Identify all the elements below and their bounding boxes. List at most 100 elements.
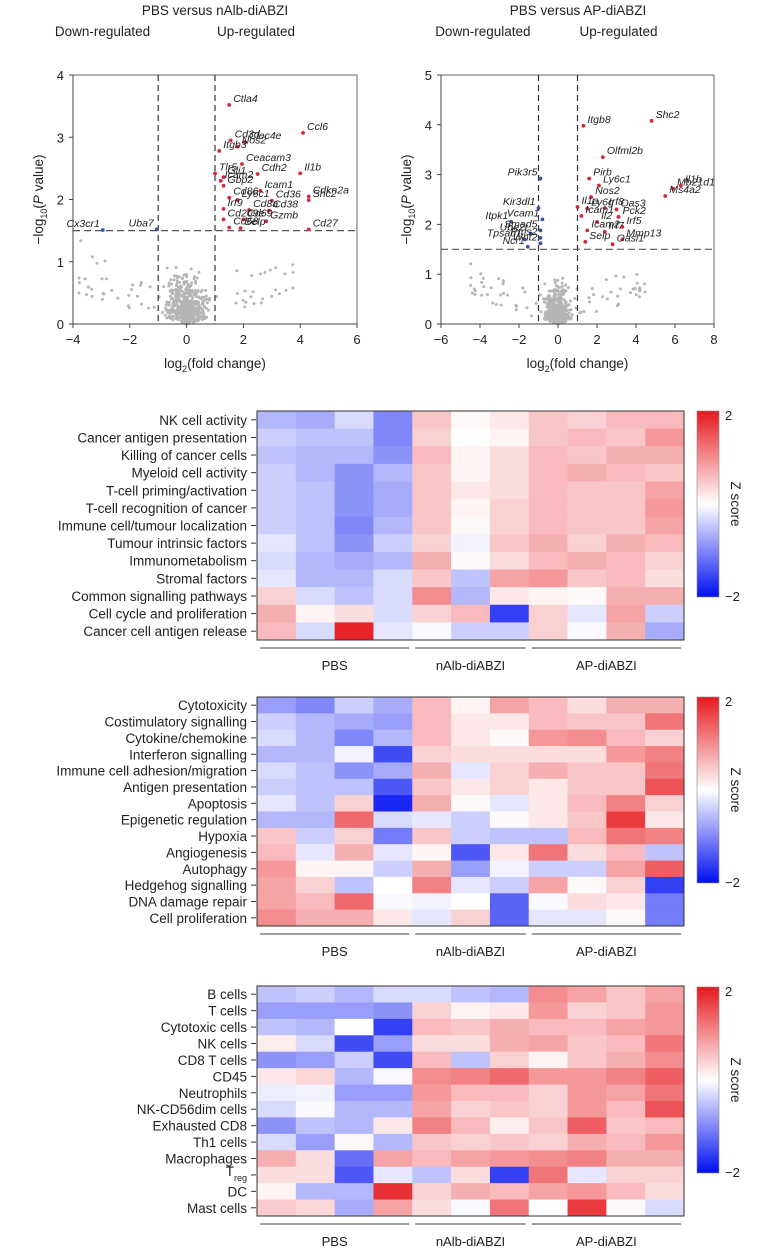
ns-point <box>604 278 608 282</box>
heatmap-cell <box>257 909 297 927</box>
ns-point <box>165 266 169 270</box>
ns-point <box>204 294 208 298</box>
heatmap-cell <box>606 713 646 731</box>
heatmap-cell <box>257 534 297 553</box>
ns-point <box>564 283 568 287</box>
ns-point <box>234 301 238 305</box>
heatmap-cell <box>451 778 491 796</box>
ns-point <box>203 316 207 320</box>
ns-point <box>291 263 295 267</box>
heatmap-cell <box>606 569 646 588</box>
heatmap-cell <box>489 516 530 535</box>
heatmap-cell <box>257 746 297 763</box>
heatmap-cell <box>257 811 297 829</box>
heatmap-cell <box>606 762 646 780</box>
heatmap-cell <box>567 746 607 763</box>
heatmap-cell <box>412 1035 452 1053</box>
heatmap-cell <box>567 1150 607 1168</box>
heatmap-cell <box>645 587 685 606</box>
ns-point <box>169 310 173 314</box>
ns-point <box>100 277 104 281</box>
heatmap-cell <box>373 1166 413 1184</box>
ns-point <box>244 300 248 304</box>
ns-point <box>200 301 204 305</box>
ns-point <box>103 259 107 263</box>
heatmap-cell <box>451 1068 491 1085</box>
gene-point-icam1 <box>258 188 263 193</box>
heatmap-cell <box>606 446 646 465</box>
heatmap-cell <box>373 587 413 606</box>
heatmap-cell <box>412 876 452 894</box>
ns-point <box>263 270 267 274</box>
heatmap-cell <box>528 827 568 845</box>
ns-point <box>546 313 550 317</box>
heatmap-cell <box>373 446 413 465</box>
heatmap-cell <box>451 893 491 911</box>
heatmap-cell <box>606 463 646 482</box>
gene-label: Clec4e <box>249 130 282 142</box>
heatmap-cell <box>334 860 374 878</box>
heatmap-cell <box>451 844 491 861</box>
x-tick-label: 2 <box>240 332 247 347</box>
gene-label: Pirb <box>593 167 612 179</box>
colorbar-max-label: 2 <box>725 694 732 709</box>
heatmap-cell <box>451 1051 491 1069</box>
gene-label: Cd8a <box>253 198 278 210</box>
ns-point <box>592 293 596 297</box>
x-axis-label: log2(fold change) <box>164 356 266 374</box>
heatmap-cell <box>373 844 413 861</box>
heatmap-cell <box>489 778 530 796</box>
heatmap-cell <box>451 762 491 780</box>
gene-label: Nos2 <box>595 185 620 197</box>
heatmap-cell <box>373 569 413 588</box>
row-label: T-cell priming/activation <box>106 483 247 498</box>
gene-label: Gli1 <box>228 165 247 177</box>
row-label: DC <box>228 1184 248 1199</box>
volcano-plot-1: PBS versus nAlb-diABZI Down-regulated Up-r… <box>31 3 361 374</box>
heatmap-cell <box>295 499 336 518</box>
gene-point-gli1 <box>221 175 226 179</box>
gene-label: Cd209e <box>228 207 265 219</box>
ns-point <box>544 315 548 319</box>
ns-point <box>258 272 262 276</box>
ns-point <box>642 282 646 286</box>
ns-point <box>480 280 484 284</box>
up-regulated-label: Up-regulated <box>580 24 658 39</box>
ns-point <box>609 290 613 294</box>
ns-point <box>170 305 174 309</box>
gene-point-icam2 <box>585 228 590 233</box>
y-tick-label: 5 <box>425 68 432 83</box>
ns-point <box>177 318 181 322</box>
heatmap-cell <box>567 762 607 780</box>
group-label: AP-diABZI <box>576 944 637 959</box>
ns-point <box>178 311 182 315</box>
ns-point <box>553 281 557 285</box>
ns-point <box>148 285 152 289</box>
ns-point <box>208 296 212 300</box>
heatmap-cell <box>528 1002 568 1020</box>
heatmap-cell <box>451 1002 491 1020</box>
ns-point <box>634 293 638 297</box>
gene-label: Uba7 <box>129 217 155 229</box>
heatmap-cell <box>606 551 646 570</box>
heatmap-cell <box>645 1101 685 1118</box>
ns-point <box>499 293 503 297</box>
gene-point-cd36 <box>269 198 274 203</box>
ns-point <box>489 286 493 290</box>
heatmap-cell <box>645 534 685 553</box>
heatmap-cell <box>295 893 336 911</box>
ns-point <box>194 280 198 284</box>
heatmap-cell <box>606 604 646 623</box>
heatmap-cell <box>373 481 413 500</box>
ns-point <box>521 286 525 290</box>
heatmap-1: NK cell activity Cancer antigen presentat… <box>58 408 743 673</box>
ns-point <box>249 295 253 299</box>
heatmap-cell <box>645 795 685 812</box>
row-label: Treg <box>226 1164 247 1183</box>
ns-point <box>481 276 485 280</box>
heatmap-cell <box>645 1117 685 1135</box>
ns-point <box>529 314 533 318</box>
ns-point <box>85 293 89 297</box>
heatmap-cell <box>295 746 336 763</box>
